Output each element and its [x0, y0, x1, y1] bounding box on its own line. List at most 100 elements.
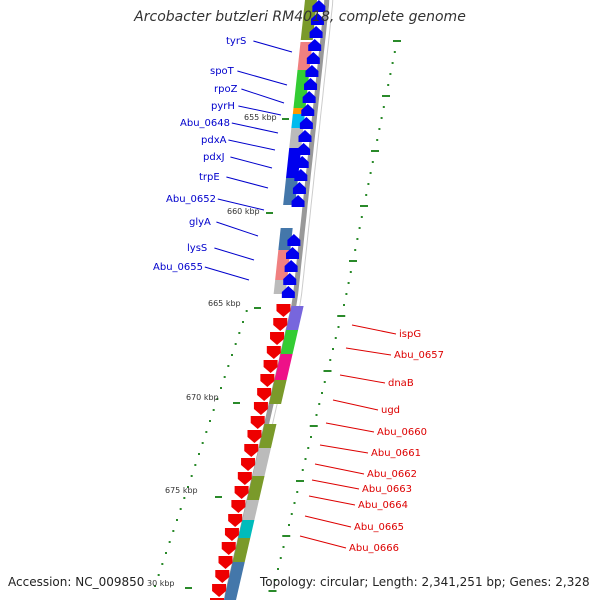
- forward-gene-arrow[interactable]: [302, 91, 316, 103]
- forward-gene-arrow[interactable]: [308, 39, 322, 51]
- reverse-gene-label[interactable]: dnaB: [388, 378, 414, 389]
- tick-mark: [212, 409, 215, 411]
- tick-mark: [387, 84, 390, 86]
- forward-gene-arrow[interactable]: [283, 273, 297, 285]
- reverse-gene-arrow[interactable]: [231, 500, 246, 513]
- cog-segment: [269, 380, 287, 404]
- forward-gene-arrow[interactable]: [291, 195, 305, 207]
- reverse-gene-arrow[interactable]: [253, 402, 268, 415]
- forward-gene-arrow[interactable]: [305, 65, 319, 77]
- forward-gene-label[interactable]: Abu_0652: [166, 194, 216, 205]
- cog-segment: [247, 476, 265, 500]
- tick-mark: [209, 420, 211, 422]
- leader-line: [238, 105, 282, 116]
- tick-mark: [154, 585, 156, 587]
- reverse-gene-arrow[interactable]: [247, 430, 262, 443]
- forward-gene-arrow[interactable]: [310, 13, 324, 25]
- tick-mark: [268, 590, 277, 592]
- reverse-gene-arrow[interactable]: [270, 332, 285, 345]
- reverse-gene-arrow[interactable]: [237, 472, 252, 485]
- tick-mark: [161, 563, 164, 565]
- forward-gene-label[interactable]: Abu_0648: [180, 118, 230, 129]
- tick-mark: [198, 453, 200, 455]
- forward-gene-arrow[interactable]: [306, 52, 320, 64]
- reverse-gene-arrow[interactable]: [234, 486, 249, 499]
- reverse-gene-label[interactable]: Abu_0661: [371, 448, 421, 459]
- forward-gene-arrow[interactable]: [298, 130, 312, 142]
- reverse-gene-arrow[interactable]: [212, 584, 227, 597]
- reverse-gene-arrow[interactable]: [260, 374, 275, 387]
- tick-mark: [179, 508, 182, 510]
- forward-gene-label[interactable]: spoT: [210, 66, 235, 77]
- kbp-tick: [254, 307, 261, 309]
- leader-line: [230, 156, 273, 169]
- forward-gene-arrow[interactable]: [292, 182, 306, 194]
- reverse-gene-arrow[interactable]: [250, 416, 265, 429]
- kbp-tick: [185, 587, 192, 589]
- forward-gene-arrow[interactable]: [287, 234, 301, 246]
- forward-gene-arrow[interactable]: [309, 26, 323, 38]
- reverse-gene-arrow[interactable]: [244, 444, 259, 457]
- tick-mark: [190, 475, 193, 477]
- reverse-gene-arrow[interactable]: [273, 318, 288, 331]
- leader-line: [299, 535, 347, 549]
- reverse-gene-label[interactable]: ugd: [381, 405, 400, 416]
- forward-gene-arrow[interactable]: [312, 0, 326, 12]
- reverse-gene-label[interactable]: Abu_0666: [349, 543, 399, 554]
- forward-gene-label[interactable]: Abu_0655: [153, 262, 203, 273]
- reverse-gene-arrow[interactable]: [215, 570, 230, 583]
- forward-gene-arrow[interactable]: [286, 247, 300, 259]
- reverse-gene-label[interactable]: Abu_0664: [358, 500, 408, 511]
- forward-gene-label[interactable]: lysS: [187, 243, 207, 254]
- tick-mark: [227, 365, 230, 367]
- reverse-gene-arrow[interactable]: [257, 388, 272, 401]
- tick-mark: [393, 51, 396, 53]
- forward-gene-label[interactable]: tyrS: [226, 36, 246, 47]
- forward-gene-label[interactable]: pyrH: [211, 101, 235, 112]
- tick-mark: [290, 513, 293, 515]
- reverse-gene-arrow[interactable]: [241, 458, 256, 471]
- forward-gene-arrow[interactable]: [284, 260, 298, 272]
- reverse-gene-label[interactable]: ispG: [399, 329, 421, 340]
- forward-gene-arrow[interactable]: [299, 117, 313, 129]
- tick-mark: [168, 541, 171, 543]
- leader-line: [325, 422, 375, 433]
- kbp-tick: [215, 496, 222, 498]
- forward-gene-label[interactable]: trpE: [199, 172, 220, 183]
- leader-line: [308, 495, 356, 506]
- tick-mark: [288, 524, 290, 526]
- reverse-gene-label[interactable]: Abu_0663: [362, 484, 412, 495]
- forward-gene-arrow[interactable]: [301, 104, 315, 116]
- reverse-gene-arrow[interactable]: [224, 528, 239, 541]
- forward-gene-label[interactable]: pdxJ: [203, 152, 225, 163]
- tick-mark: [334, 337, 337, 339]
- kbp-label: 675 kbp: [165, 486, 198, 495]
- tick-mark: [389, 73, 392, 75]
- forward-gene-arrow[interactable]: [295, 156, 309, 168]
- tick-mark: [220, 387, 222, 389]
- forward-gene-arrow[interactable]: [304, 78, 318, 90]
- reverse-gene-label[interactable]: Abu_0662: [367, 469, 417, 480]
- forward-gene-arrow[interactable]: [294, 169, 308, 181]
- reverse-gene-arrow[interactable]: [218, 556, 233, 569]
- tick-mark: [296, 480, 304, 482]
- reverse-gene-arrow[interactable]: [266, 346, 281, 359]
- forward-gene-label[interactable]: pdxA: [201, 135, 227, 146]
- tick-mark: [315, 414, 318, 416]
- reverse-gene-arrow[interactable]: [221, 542, 236, 555]
- forward-gene-arrow[interactable]: [281, 286, 295, 298]
- forward-gene-label[interactable]: glyA: [189, 217, 211, 228]
- tick-mark: [382, 106, 385, 108]
- reverse-gene-arrow[interactable]: [263, 360, 278, 373]
- reverse-gene-label[interactable]: Abu_0660: [377, 427, 427, 438]
- forward-gene-label[interactable]: rpoZ: [214, 84, 238, 95]
- reverse-gene-arrow[interactable]: [228, 514, 243, 527]
- forward-gene-arrow[interactable]: [297, 143, 311, 155]
- reverse-gene-label[interactable]: Abu_0657: [394, 350, 444, 361]
- reverse-gene-label[interactable]: Abu_0665: [354, 522, 404, 533]
- topology-summary: Topology: circular; Length: 2,341,251 bp…: [260, 575, 590, 589]
- tick-mark: [371, 150, 379, 152]
- tick-mark: [304, 458, 307, 460]
- reverse-gene-arrow[interactable]: [276, 304, 291, 317]
